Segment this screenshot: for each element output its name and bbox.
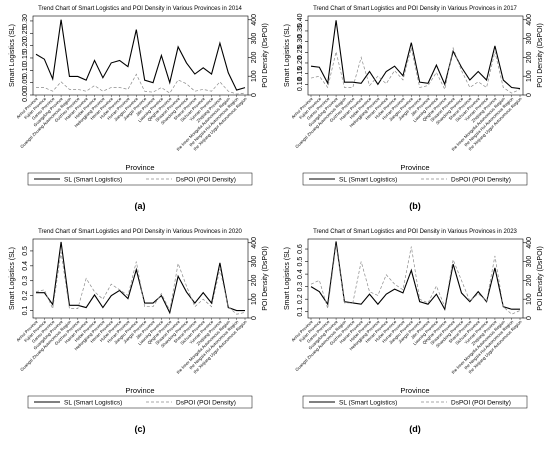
legend: SL (Smart Logistics) DsPOI (POI Density) [303, 173, 527, 185]
y2-tick-label: 200 [526, 51, 533, 63]
y2-tick-label: 100 [251, 70, 258, 82]
y2-tick-label: 300 [526, 256, 533, 268]
dspoi-line [36, 252, 245, 314]
series-dspoi [36, 74, 245, 94]
chart-title: Trend Chart of Smart Logistics and POI D… [313, 6, 517, 12]
y-tick-label: 0.2 [22, 291, 29, 301]
y-tick-label: 0.4 [22, 261, 29, 271]
legend-label-sl: SL (Smart Logistics) [339, 177, 397, 184]
plot-frame [308, 16, 523, 95]
y-tick-label: 0.6 [297, 244, 304, 254]
y-axis-title: Smart Logistics (SL) [284, 24, 291, 87]
y2-tick-label: 0 [526, 316, 533, 320]
legend-label-sl: SL (Smart Logistics) [64, 400, 122, 407]
y2-tick-label: 100 [251, 293, 258, 305]
y2-tick-label: 300 [526, 33, 533, 45]
y-tick-label: 0.3 [297, 282, 304, 292]
y-tick-label: 0.5 [22, 246, 29, 256]
y2-axis-title: POI Density (DsPOI) [537, 246, 544, 311]
chart-title: Trend Chart of Smart Logistics and POI D… [38, 229, 242, 235]
panel-caption: (d) [409, 424, 421, 434]
y2-tick-label: 400 [526, 14, 533, 26]
y-axis-title: Smart Logistics (SL) [284, 247, 291, 310]
legend: SL (Smart Logistics) DsPOI (POI Density) [303, 396, 527, 408]
legend-label-dspoi: DsPOI (POI Density) [451, 400, 511, 407]
y-axis-title: Smart Logistics (SL) [9, 247, 16, 310]
series-dspoi [36, 252, 245, 314]
dspoi-line [36, 74, 245, 94]
y2-tick-label: 200 [251, 51, 258, 63]
legend-label-sl: SL (Smart Logistics) [339, 400, 397, 407]
x-axis-title: Province [125, 386, 154, 395]
series-sl [36, 20, 245, 90]
chart-panel-d: Trend Chart of Smart Logistics and POI D… [284, 229, 544, 434]
panel-caption: (b) [409, 201, 421, 211]
y2-tick-label: 300 [251, 256, 258, 268]
panel-caption: (c) [135, 424, 146, 434]
y2-tick-label: 200 [526, 274, 533, 286]
y-tick-label: 0.4 [297, 269, 304, 279]
series-sl [311, 241, 520, 309]
series-dspoi [311, 245, 520, 315]
y-tick-label: 0.2 [297, 294, 304, 304]
y2-tick-label: 100 [526, 293, 533, 305]
y2-axis-title: POI Density (DsPOI) [262, 23, 269, 88]
y-tick-label: 0.40 [297, 13, 304, 27]
legend-label-dspoi: DsPOI (POI Density) [176, 400, 236, 407]
panel-caption: (a) [135, 201, 146, 211]
sl-line [311, 242, 520, 310]
y2-tick-label: 200 [251, 274, 258, 286]
chart-title: Trend Chart of Smart Logistics and POI D… [313, 229, 517, 235]
chart-panel-b: Trend Chart of Smart Logistics and POI D… [284, 6, 544, 211]
legend: SL (Smart Logistics) DsPOI (POI Density) [28, 396, 252, 408]
legend-label-dspoi: DsPOI (POI Density) [176, 177, 236, 184]
y2-tick-label: 0 [526, 93, 533, 97]
y-axis-title: Smart Logistics (SL) [9, 24, 16, 87]
y-tick-label: 0.1 [22, 306, 29, 316]
y2-tick-label: 0 [251, 93, 258, 97]
y2-tick-label: 0 [251, 316, 258, 320]
y2-axis-title: POI Density (DsPOI) [537, 23, 544, 88]
chart-panel-c: Trend Chart of Smart Logistics and POI D… [9, 229, 269, 434]
y2-tick-label: 100 [526, 70, 533, 82]
legend-label-dspoi: DsPOI (POI Density) [451, 177, 511, 184]
x-axis-title: Province [400, 163, 429, 172]
sl-line [36, 20, 245, 90]
y2-tick-label: 400 [251, 14, 258, 26]
plot-frame [308, 239, 523, 318]
chart-title: Trend Chart of Smart Logistics and POI D… [38, 6, 242, 12]
chart-panel-a: Trend Chart of Smart Logistics and POI D… [9, 6, 269, 211]
x-axis-title: Province [125, 163, 154, 172]
y2-tick-label: 400 [526, 237, 533, 249]
series-sl [36, 242, 245, 313]
y-tick-label: 0.3 [22, 276, 29, 286]
y2-axis-title: POI Density (DsPOI) [262, 246, 269, 311]
y2-tick-label: 400 [251, 237, 258, 249]
y-tick-label: 0.1 [297, 307, 304, 317]
y2-tick-label: 300 [251, 33, 258, 45]
legend: SL (Smart Logistics) DsPOI (POI Density) [28, 173, 252, 185]
x-axis-title: Province [400, 386, 429, 395]
sl-line [36, 242, 245, 313]
dspoi-line [311, 245, 520, 315]
y-tick-label: 0.5 [297, 257, 304, 267]
legend-label-sl: SL (Smart Logistics) [64, 177, 122, 184]
y-tick-label: 0.30 [22, 14, 29, 28]
